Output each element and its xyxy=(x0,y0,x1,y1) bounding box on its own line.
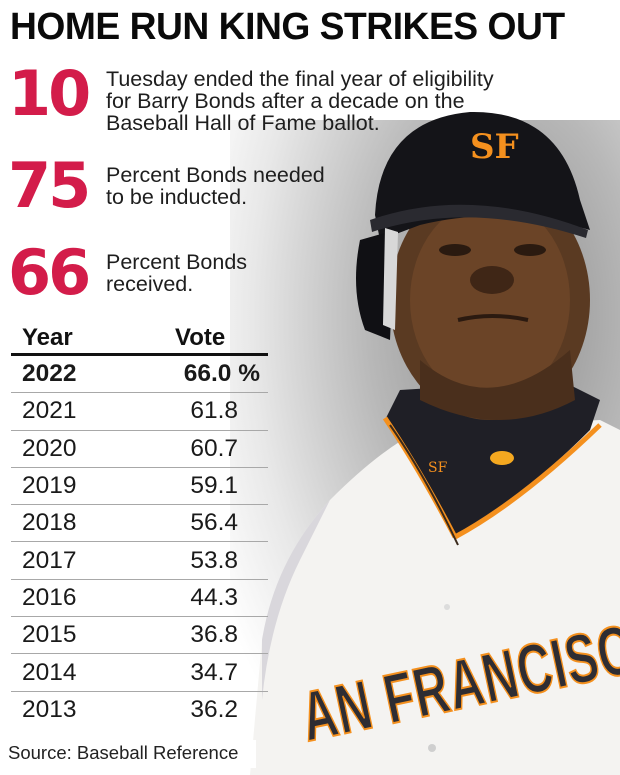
table-row: 2020 60.7 xyxy=(11,431,268,468)
table-row: 2013 36.2 xyxy=(22,696,238,724)
stat-number: 75 xyxy=(8,149,91,222)
table-row: 2021 61.8 xyxy=(11,393,268,431)
svg-text:SF: SF xyxy=(470,127,519,167)
stat-percent-needed: 75 Percent Bonds needed to be inducted. xyxy=(8,149,325,222)
stat-years-on-ballot: 10 Tuesday ended the final year of eligi… xyxy=(8,57,494,135)
table-row: 2022 66.0 % xyxy=(11,356,268,394)
table-row: 2018 56.4 xyxy=(11,505,268,543)
header-vote: Vote xyxy=(175,323,226,351)
stat-description: Percent Bonds received. xyxy=(106,250,248,296)
source-credit: Source: Baseball Reference xyxy=(0,740,256,768)
table-row: 2016 44.3 xyxy=(11,580,268,618)
svg-text:SF: SF xyxy=(428,460,448,476)
table-row: 2019 59.1 xyxy=(11,468,268,506)
headline: HOME RUN KING STRIKES OUT xyxy=(10,6,565,48)
stat-description: Tuesday ended the final year of eligibil… xyxy=(106,67,494,135)
table-row: 2014 34.7 xyxy=(11,654,268,692)
table-row: 2017 53.8 xyxy=(11,542,268,580)
header-year: Year xyxy=(22,323,73,351)
table-header: Year Vote xyxy=(11,322,268,356)
stat-number: 10 xyxy=(8,57,91,130)
table-row: 2015 36.8 xyxy=(11,617,268,655)
stat-description: Percent Bonds needed to be inducted. xyxy=(106,163,325,209)
vote-history-table: Year Vote 2022 66.0 % 2021 61.8 2020 60.… xyxy=(11,322,268,729)
stat-percent-received: 66 Percent Bonds received. xyxy=(8,236,248,309)
stat-number: 66 xyxy=(8,236,91,309)
